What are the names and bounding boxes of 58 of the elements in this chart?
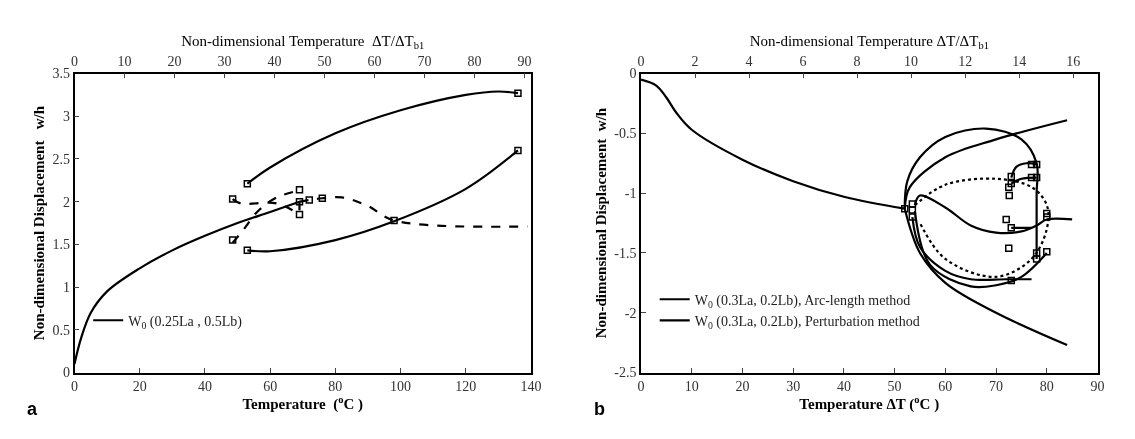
x2-tick-label: 70 [417,54,432,70]
x2-tick-label: 50 [317,54,332,70]
text: a [27,399,38,419]
y-tick-label: -2.5 [614,365,637,381]
x-tick-label: 60 [938,379,953,395]
x2-tick-label: 80 [467,54,482,70]
x-tick-label: 100 [390,379,412,395]
x-tick-label: 50 [887,379,902,395]
y-tick-label: 1.5 [52,237,70,253]
x2-tick-label: 40 [267,54,282,70]
x2-tick-label: 12 [958,54,973,70]
y-axis-title: Non-dimensional Displacement w/h [593,107,610,339]
y-tick-label: 2.5 [52,151,70,167]
legend-label: W$_{0}$ (0.3La, 0.2Lb), Arc-length method [694,292,911,310]
x-tick-label: 90 [1090,379,1105,395]
x2-tick-label: 90 [517,54,532,70]
x2-tick-label: 16 [1066,54,1081,70]
x-tick-label: 60 [263,379,278,395]
y-tick-label: 3.5 [52,66,70,82]
y-tick-label: -1 [624,186,637,202]
x-tick-label: 70 [989,379,1004,395]
text: b [594,399,605,419]
y-tick-label: 3 [62,109,70,125]
x-tick-label: 40 [197,379,212,395]
x2-axis-title: Non-dimensional Temperature ΔT/ΔT$_{b1}$ [181,32,425,52]
y-tick-label: 0 [629,66,637,82]
y-tick-label: -2 [624,305,637,321]
x-tick-label: 140 [520,379,542,395]
x2-tick-label: 6 [799,54,807,70]
x2-tick-label: 8 [853,54,861,70]
x2-tick-label: 60 [367,54,382,70]
y-tick-label: 0.5 [52,322,70,338]
y-tick-label: 0 [62,365,70,381]
x-tick-label: 30 [786,379,801,395]
x2-tick-label: 20 [167,54,182,70]
x-tick-label: 40 [836,379,851,395]
x2-tick-label: 14 [1012,54,1027,70]
x-axis-title: Temperature ($^{o}$C ) [242,394,364,414]
x2-tick-label: 2 [691,54,699,70]
x-tick-label: 10 [684,379,699,395]
x-tick-label: 80 [328,379,343,395]
x-tick-label: 20 [735,379,750,395]
y-tick-label: 1 [62,280,70,295]
x2-tick-label: 4 [745,54,753,70]
x-axis-title: Temperature ΔT ($^{o}$C ) [799,394,940,414]
x2-tick-label: 30 [217,54,232,70]
y-tick-label: -1.5 [614,245,637,261]
x-tick-label: 80 [1039,379,1054,395]
legend-label: W$_{0}$ (0.25La , 0.5Lb) [128,313,243,331]
x-tick-label: 120 [455,379,477,395]
y-tick-label: -0.5 [614,126,637,142]
y-axis-title: Non-dimensional Displacement w/h [31,105,48,341]
x2-tick-label: 10 [117,54,132,70]
x2-axis-title: Non-dimensional Temperature ΔT/ΔT$_{b1}$ [749,32,989,52]
x-tick-label: 20 [132,379,147,395]
x2-tick-label: 10 [904,54,919,70]
y-tick-label: 2 [62,194,70,210]
legend-label: W$_{0}$ (0.3La, 0.2Lb), Perturbation method [694,313,920,331]
